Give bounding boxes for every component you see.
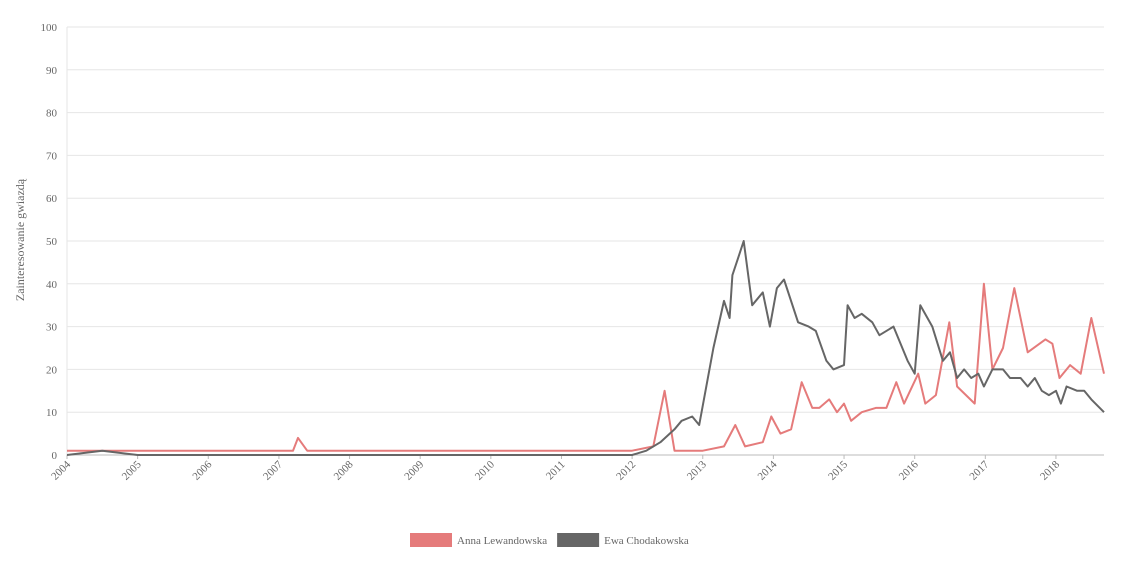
series-line: [67, 282, 1105, 452]
x-tick-label: 2005: [120, 458, 144, 482]
legend-swatch: [557, 533, 600, 547]
x-tick-label: 2012: [614, 459, 638, 483]
x-tick-label: 2014: [755, 458, 779, 482]
x-tick-label: 2017: [967, 458, 991, 482]
y-tick-label: 10: [46, 407, 58, 419]
y-tick-label: 80: [46, 108, 58, 120]
legend-swatch: [410, 533, 452, 547]
y-tick-label: 0: [52, 450, 58, 462]
x-tick-label: 2006: [190, 458, 214, 482]
x-tick-label: 2016: [897, 458, 921, 482]
x-tick-label: 2010: [473, 458, 497, 482]
y-tick-label: 50: [46, 236, 58, 248]
x-tick-label: 2009: [402, 458, 426, 482]
y-tick-label: 70: [46, 150, 58, 162]
y-tick-label: 40: [46, 279, 58, 291]
y-axis-label: Zainteresowanie gwiazdą: [13, 178, 27, 301]
y-tick-label: 60: [46, 193, 58, 205]
legend-item: Ewa Chodakowska: [557, 533, 689, 547]
legend-item: Anna Lewandowska: [410, 533, 547, 547]
y-tick-label: 90: [46, 65, 58, 77]
x-tick-label: 2011: [544, 459, 568, 483]
y-tick-label: 30: [46, 322, 58, 334]
y-tick-label: 20: [46, 364, 58, 376]
x-tick-label: 2007: [261, 458, 285, 482]
x-tick-label: 2013: [685, 458, 709, 482]
x-tick-label: 2015: [826, 458, 850, 482]
legend-label: Anna Lewandowska: [457, 535, 547, 547]
series-line: [66, 240, 1105, 456]
x-tick-label: 2018: [1038, 458, 1062, 482]
x-tick-label: 2008: [332, 458, 356, 482]
y-tick-label: 100: [41, 22, 58, 34]
legend-label: Ewa Chodakowska: [604, 535, 689, 547]
